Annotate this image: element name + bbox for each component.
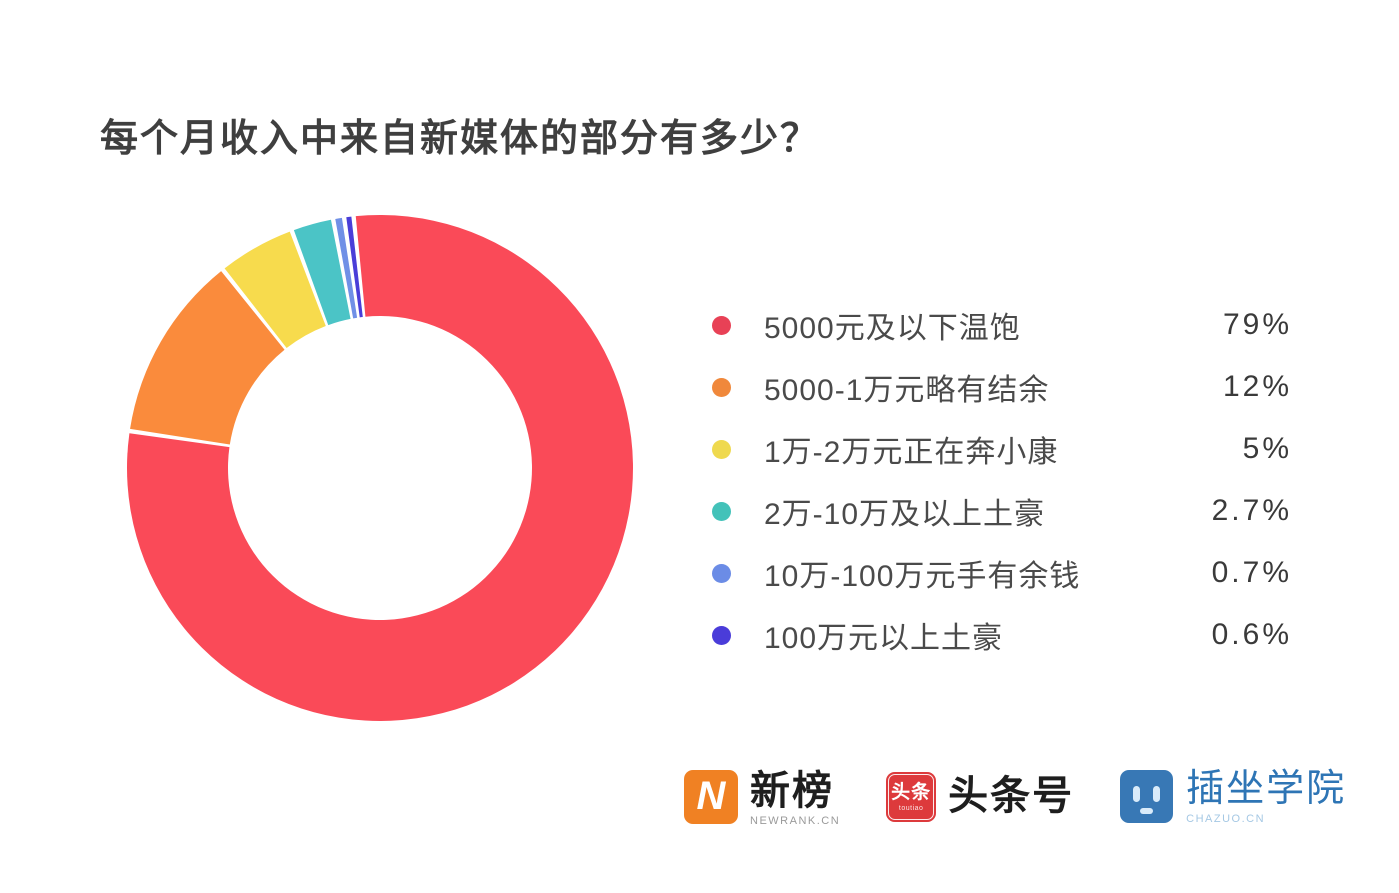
legend-label: 2万-10万及以上土豪 xyxy=(764,498,1046,531)
donut-chart xyxy=(100,188,660,748)
footer-brand-bar: N 新榜 NEWRANK.CN 头条 toutiao 头条号 插坐 xyxy=(684,768,1347,827)
chazuo-robot-eye-right xyxy=(1153,786,1161,802)
newrank-url: NEWRANK.CN xyxy=(750,815,841,827)
legend-item-2: 1万-2万元正在奔小康 5% xyxy=(712,418,1292,480)
brand-toutiao: 头条 toutiao 头条号 xyxy=(886,770,1074,822)
donut-slice-1 xyxy=(130,271,285,445)
legend-value: 0.6% xyxy=(1211,618,1292,651)
donut-slice-4 xyxy=(335,217,358,319)
legend-dot-icon xyxy=(712,377,731,397)
legend-value: 2.7% xyxy=(1211,494,1292,527)
legend-item-0: 5000元及以下温饱 79% xyxy=(712,294,1292,356)
legend-label: 100万元以上土豪 xyxy=(764,622,1004,655)
newrank-logo-icon: N xyxy=(684,770,738,824)
newrank-name: 新榜 xyxy=(750,769,834,813)
chazuo-name: 插坐学院 xyxy=(1186,768,1347,810)
chazuo-robot-mouth xyxy=(1140,808,1154,814)
legend-item-1: 5000-1万元略有结余 12% xyxy=(712,356,1292,418)
chazuo-robot-eye-left xyxy=(1133,786,1141,802)
donut-slice-2 xyxy=(224,231,326,349)
legend-label: 5000-1万元略有结余 xyxy=(764,374,1050,407)
donut-chart-svg xyxy=(127,214,634,721)
toutiao-badge-text: 头条 xyxy=(891,781,932,803)
donut-slice-5 xyxy=(346,216,363,318)
toutiao-name: 头条号 xyxy=(948,774,1075,818)
legend-value: 79% xyxy=(1222,308,1292,341)
legend-label: 1万-2万元正在奔小康 xyxy=(764,436,1059,469)
legend-item-5: 100万元以上土豪 0.6% xyxy=(712,604,1292,666)
legend-label: 10万-100万元手有余钱 xyxy=(764,560,1081,593)
page-title: 每个月收入中来自新媒体的部分有多少？ xyxy=(100,118,821,161)
legend-value: 5% xyxy=(1242,432,1292,465)
legend: 5000元及以下温饱 79% 5000-1万元略有结余 12% 1万-2万元正在奔小康 5… xyxy=(712,294,1292,666)
legend-label: 5000元及以下温饱 xyxy=(764,312,1021,345)
legend-dot-icon xyxy=(712,563,731,583)
toutiao-logo-icon: 头条 toutiao xyxy=(886,772,937,822)
legend-dot-icon xyxy=(712,315,731,335)
legend-value: 0.7% xyxy=(1211,556,1292,589)
chazuo-url: CHAZUO.CN xyxy=(1186,812,1266,825)
chazuo-logo-icon xyxy=(1120,770,1174,823)
donut-slice-0 xyxy=(127,214,634,721)
brand-chazuo: 插坐学院 CHAZUO.CN xyxy=(1120,768,1347,825)
legend-item-4: 10万-100万元手有余钱 0.7% xyxy=(712,542,1292,604)
newrank-n-glyph: N xyxy=(696,774,726,818)
toutiao-badge-sub: toutiao xyxy=(898,804,924,812)
legend-dot-icon xyxy=(712,625,731,645)
legend-dot-icon xyxy=(712,501,731,521)
legend-item-3: 2万-10万及以上土豪 2.7% xyxy=(712,480,1292,542)
legend-value: 12% xyxy=(1222,370,1292,403)
brand-newrank: N 新榜 NEWRANK.CN xyxy=(684,770,840,827)
donut-slice-3 xyxy=(293,219,351,326)
legend-dot-icon xyxy=(712,439,731,459)
